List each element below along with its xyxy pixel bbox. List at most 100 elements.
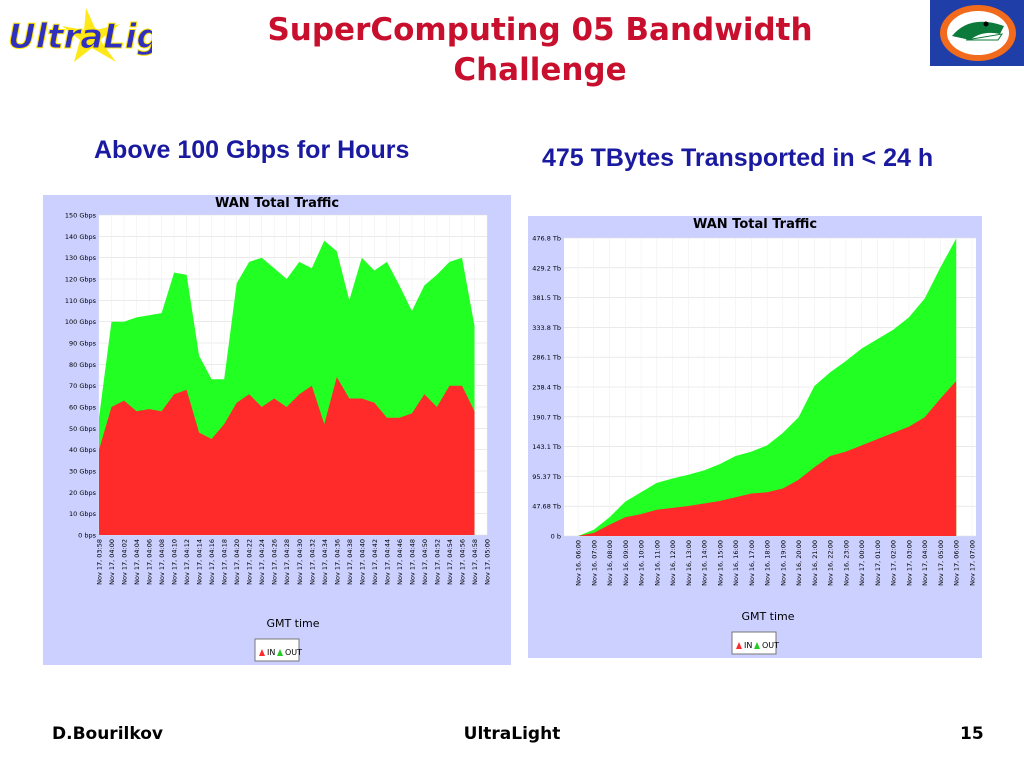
x-axis-label: GMT time	[741, 610, 794, 623]
x-tick-label: Nov 16, 16:00	[732, 540, 740, 586]
legend-in: IN	[744, 641, 752, 650]
x-tick-label: Nov 16, 20:00	[795, 540, 803, 586]
y-tick-label: 100 Gbps	[65, 318, 97, 326]
left-traffic-chart: WAN Total Traffic 0 bps 10 Gbps 20 Gbps 30 …	[65, 196, 492, 662]
subtitle-right: 475 TBytes Transported in < 24 h	[542, 144, 934, 172]
x-tick-label: Nov 17, 01:00	[874, 540, 882, 586]
y-tick-label: 70 Gbps	[69, 382, 97, 390]
y-tick-label: 60 Gbps	[69, 404, 97, 412]
x-tick-label: Nov 17, 03:00	[905, 540, 913, 586]
legend-out: OUT	[285, 648, 302, 657]
x-tick-label: Nov 17, 04:50	[421, 539, 429, 585]
x-tick-label: Nov 17, 04:14	[196, 539, 204, 585]
y-tick-label: 150 Gbps	[65, 212, 97, 220]
in-area	[578, 381, 957, 536]
x-tick-label: Nov 16, 19:00	[779, 540, 787, 586]
y-tick-label: 10 Gbps	[69, 510, 97, 518]
y-tick-label: 0 b	[551, 533, 561, 541]
y-tick-label: 286.1 Tb	[532, 354, 561, 362]
x-tick-label: Nov 17, 07:00	[969, 540, 977, 586]
x-tick-label: Nov 17, 05:00	[937, 540, 945, 586]
x-tick-label: Nov 16, 06:00	[575, 540, 583, 586]
in-area	[99, 377, 475, 535]
y-tick-label: 476.8 Tb	[532, 235, 561, 243]
footer-project: UltraLight	[463, 724, 561, 744]
y-tick-label: 120 Gbps	[65, 276, 97, 284]
footer-author: D.Bourilkov	[52, 724, 163, 744]
logo-text: UltraLight	[8, 17, 152, 57]
y-tick-label: 238.4 Tb	[532, 384, 561, 392]
x-tick-label: Nov 16, 14:00	[701, 540, 709, 586]
left-chart-panel: WAN Total Traffic 0 bps 10 Gbps 20 Gbps 30 …	[43, 195, 511, 665]
x-tick-label: Nov 17, 04:08	[158, 539, 166, 585]
x-tick-label: Nov 16, 07:00	[590, 540, 598, 586]
x-tick-label: Nov 16, 10:00	[638, 540, 646, 586]
y-tick-label: 190.7 Tb	[532, 413, 561, 421]
y-tick-label: 0 bps	[78, 532, 96, 540]
x-tick-label: Nov 17, 04:22	[246, 539, 254, 585]
x-tick-label: Nov 17, 04:16	[208, 539, 216, 585]
x-tick-label: Nov 16, 15:00	[716, 540, 724, 586]
y-tick-label: 50 Gbps	[69, 425, 97, 433]
x-tick-label: Nov 17, 04:58	[471, 539, 479, 585]
x-tick-label: Nov 17, 04:02	[121, 539, 129, 585]
chart-title: WAN Total Traffic	[693, 217, 817, 232]
x-tick-label: Nov 17, 04:26	[271, 539, 279, 585]
ultralight-logo: UltraLight	[4, 4, 204, 66]
x-tick-label: Nov 16, 22:00	[827, 540, 835, 586]
x-tick-label: Nov 17, 04:00	[108, 539, 116, 585]
x-tick-label: Nov 17, 04:12	[183, 539, 191, 585]
legend: IN OUT	[731, 631, 779, 655]
y-tick-label: 429.2 Tb	[532, 264, 561, 272]
x-tick-label: Nov 17, 04:00	[921, 540, 929, 586]
x-tick-label: Nov 17, 05:00	[484, 539, 492, 585]
x-tick-label: Nov 17, 04:46	[396, 539, 404, 585]
x-tick-label: Nov 16, 13:00	[685, 540, 693, 586]
x-tick-label: Nov 16, 08:00	[606, 540, 614, 586]
x-tick-label: Nov 16, 09:00	[622, 540, 630, 586]
in-legend-icon	[736, 642, 742, 649]
x-tick-label: Nov 17, 04:24	[258, 539, 266, 585]
x-tick-label: Nov 17, 03:58	[96, 539, 104, 585]
right-traffic-chart: WAN Total Traffic 0 b 47.68 Tb 95.37 Tb 143…	[532, 217, 977, 655]
x-tick-label: Nov 17, 04:06	[146, 539, 154, 585]
y-tick-label: 80 Gbps	[69, 361, 97, 369]
x-tick-label: Nov 17, 04:04	[133, 539, 141, 585]
x-tick-label: Nov 17, 00:00	[858, 540, 866, 586]
subtitle-left: Above 100 Gbps for Hours	[94, 136, 410, 164]
slide-title: SuperComputing 05 Bandwidth Challenge	[200, 10, 880, 90]
x-tick-label: Nov 17, 04:52	[433, 539, 441, 585]
legend-in: IN	[267, 648, 275, 657]
x-tick-label: Nov 17, 04:56	[458, 539, 466, 585]
x-tick-label: Nov 17, 04:38	[346, 539, 354, 585]
x-tick-label: Nov 17, 04:44	[383, 539, 391, 585]
x-tick-label: Nov 16, 23:00	[842, 540, 850, 586]
x-tick-label: Nov 17, 06:00	[953, 540, 961, 586]
y-tick-label: 110 Gbps	[65, 297, 97, 305]
x-tick-label: Nov 17, 04:48	[408, 539, 416, 585]
x-tick-label: Nov 17, 04:20	[233, 539, 241, 585]
x-tick-label: Nov 17, 04:18	[221, 539, 229, 585]
y-tick-label: 140 Gbps	[65, 233, 97, 241]
x-tick-label: Nov 16, 11:00	[653, 540, 661, 586]
out-legend-icon	[277, 649, 283, 656]
y-tick-label: 90 Gbps	[69, 340, 97, 348]
y-tick-label: 47.68 Tb	[532, 503, 561, 511]
title-line-2: Challenge	[453, 52, 627, 88]
y-tick-label: 20 Gbps	[69, 489, 97, 497]
y-tick-label: 333.8 Tb	[532, 324, 561, 332]
y-tick-label: 130 Gbps	[65, 254, 97, 262]
out-legend-icon	[754, 642, 760, 649]
x-tick-label: Nov 16, 18:00	[764, 540, 772, 586]
x-tick-label: Nov 17, 04:40	[358, 539, 366, 585]
x-tick-label: Nov 17, 04:30	[296, 539, 304, 585]
page-number: 15	[960, 724, 984, 744]
x-axis-label: GMT time	[266, 617, 319, 630]
x-tick-label: Nov 17, 02:00	[890, 540, 898, 586]
x-tick-label: Nov 17, 04:54	[446, 539, 454, 585]
y-tick-label: 40 Gbps	[69, 446, 97, 454]
y-tick-label: 381.5 Tb	[532, 294, 561, 302]
x-tick-label: Nov 17, 04:28	[283, 539, 291, 585]
chart-title: WAN Total Traffic	[215, 196, 339, 211]
y-tick-label: 95.37 Tb	[532, 473, 561, 481]
